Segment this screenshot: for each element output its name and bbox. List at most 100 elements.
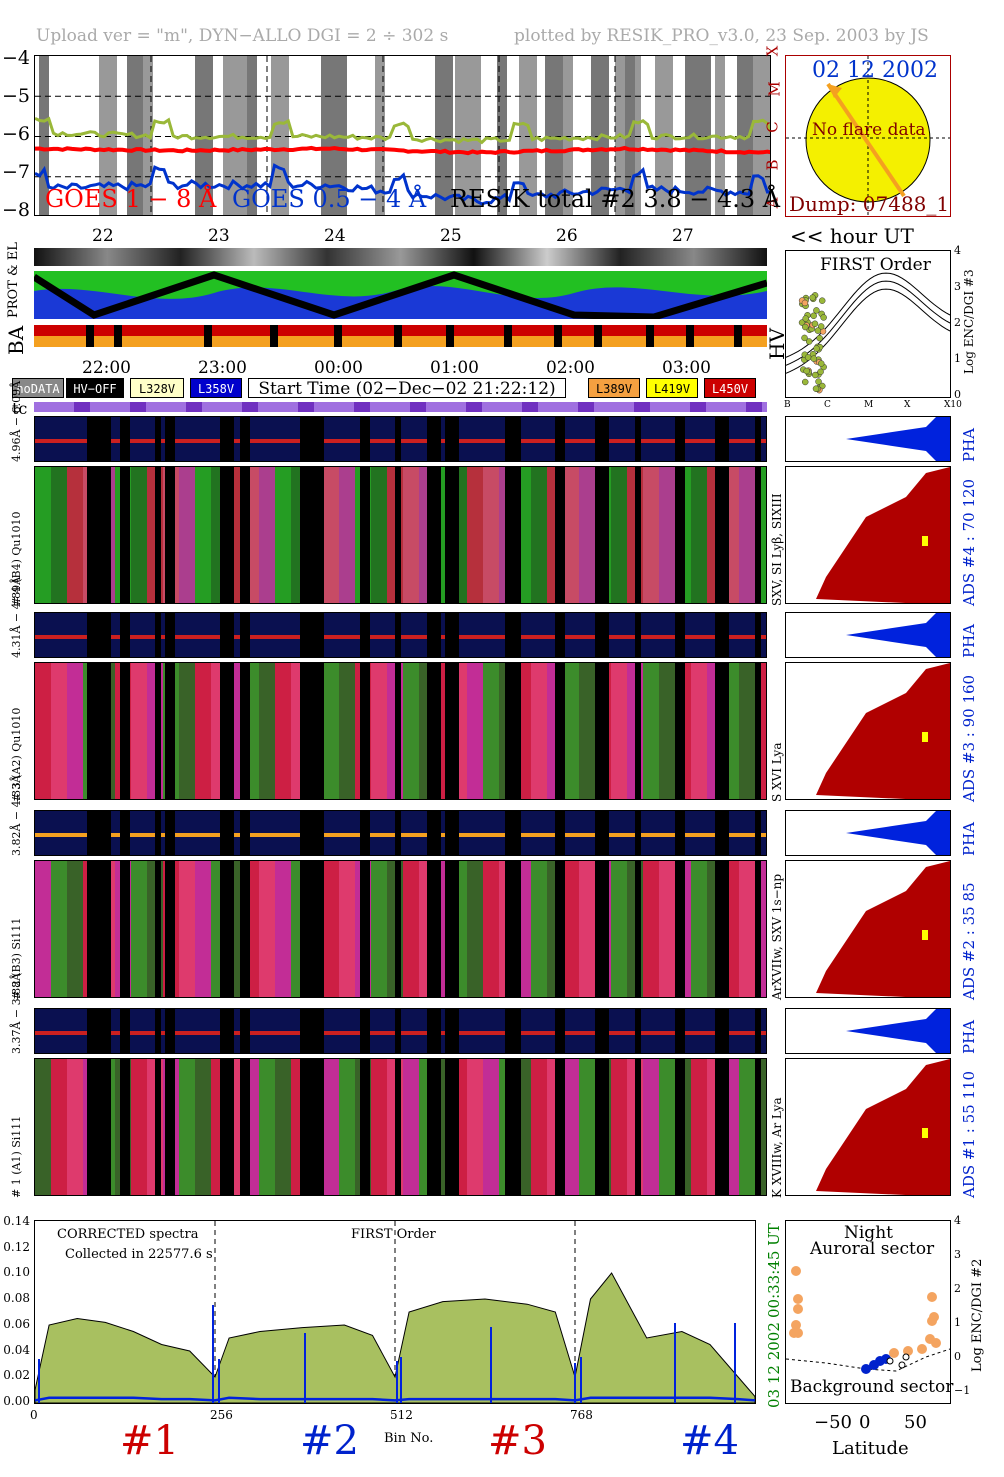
spectrogram-1 — [34, 466, 767, 604]
pha-gap — [515, 417, 521, 461]
pha-gap — [595, 613, 609, 657]
pha-gap — [395, 811, 401, 855]
order-title: FIRST Order — [820, 255, 931, 275]
spectrogram-band — [611, 861, 627, 997]
pha-gap — [165, 613, 175, 657]
spectrogram-band — [563, 861, 579, 997]
pha-gap — [755, 417, 761, 461]
spectrogram-gap — [220, 861, 234, 997]
pha-strip-2 — [34, 612, 767, 658]
pha-gap — [395, 417, 401, 461]
pha-gap — [555, 613, 565, 657]
pha-gap — [300, 417, 310, 461]
day-label: 24 — [324, 226, 346, 246]
pha-gap — [120, 417, 130, 461]
latitude-ylabel: Log ENC/DGI #2 — [970, 1258, 985, 1372]
order-point — [817, 360, 825, 367]
channel-label: #3 — [488, 1418, 547, 1464]
order-xtick: B — [784, 400, 791, 410]
latitude-point-auroral — [793, 1304, 803, 1314]
spectrogram-gap — [395, 663, 401, 799]
spectrum-title2: Collected in 22577.6 s — [65, 1247, 213, 1262]
spectrogram-gap — [310, 467, 324, 603]
pha-hist-fill — [846, 417, 950, 461]
order-ytick: 4 — [954, 244, 961, 257]
spectrogram-band — [739, 467, 755, 603]
latitude-xtick: −50 — [814, 1412, 852, 1433]
spectrogram-gap — [427, 467, 441, 603]
goes-panel — [34, 55, 771, 216]
prot-el-panel — [34, 271, 767, 319]
spectrogram-band — [275, 467, 291, 603]
spectrum-order: FIRST Order — [351, 1227, 436, 1242]
pha-gap — [427, 417, 441, 461]
sun-flare: No flare data — [812, 120, 926, 140]
order-xtick: X10 — [944, 400, 962, 410]
spectrogram-band — [403, 663, 419, 799]
latitude-point-auroral — [903, 1346, 913, 1356]
channel-label: #4 — [680, 1418, 739, 1464]
pha-label-1: PHA — [960, 427, 978, 462]
spectrogram-gap — [595, 861, 609, 997]
spectrogram-band — [339, 861, 355, 997]
ads-hist-3 — [785, 860, 951, 998]
status-gray-bar — [34, 248, 767, 266]
spectrogram-band — [531, 1059, 547, 1195]
spectrogram-gap — [715, 467, 729, 603]
spectrogram-band — [51, 861, 67, 997]
spectrogram-band — [531, 467, 547, 603]
spectrogram-band — [259, 663, 275, 799]
row-wavelength-4: 3.37Å − 3.88Å — [10, 972, 23, 1054]
spectrogram-4 — [34, 1058, 767, 1196]
legend-resik: RESIK total #2 3.8 − 4.3 Å — [450, 185, 781, 213]
gap-stripe — [497, 56, 507, 215]
spectrogram-gap — [427, 1059, 441, 1195]
spectrogram-gap — [300, 1059, 310, 1195]
order-point — [801, 299, 809, 307]
spectrogram-band — [323, 1059, 339, 1195]
latitude-point-auroral — [791, 1320, 801, 1330]
order-curve — [785, 272, 951, 358]
pha-gap — [120, 811, 130, 855]
spectrogram-gap — [240, 1059, 250, 1195]
latitude-point-background — [861, 1364, 871, 1374]
legend-l328: L328V — [130, 378, 184, 398]
spectrogram-band — [739, 1059, 755, 1195]
spectrogram-band — [691, 1059, 707, 1195]
spectrogram-gap — [120, 1059, 130, 1195]
ads-label-3: ADS #2 : 35 85 — [960, 882, 978, 1000]
pha-gap — [155, 417, 161, 461]
order-point — [804, 354, 812, 361]
pha-gap — [675, 613, 685, 657]
spectrogram-gap — [445, 663, 459, 799]
pha-gap — [675, 417, 685, 461]
spectrum-xlabel: Bin No. — [384, 1431, 434, 1446]
order-point — [812, 385, 820, 392]
spectrogram-band — [403, 861, 419, 997]
goes-ytick: −7 — [2, 161, 31, 183]
ba-gap — [270, 325, 278, 347]
pha-gap — [715, 613, 729, 657]
pha-gap — [675, 811, 685, 855]
goes-ytick: −5 — [2, 85, 31, 107]
pha-gap — [97, 1009, 111, 1053]
spectrogram-band — [371, 1059, 387, 1195]
latitude-point-auroral — [789, 1328, 799, 1338]
spectrogram-band — [403, 1059, 419, 1195]
order-ylabel: Log ENC/DGI #3 — [962, 269, 976, 374]
order-point — [812, 371, 819, 379]
spectrogram-gap — [515, 663, 521, 799]
spectrogram-gap — [755, 467, 761, 603]
spectrum-title1: CORRECTED spectra — [57, 1227, 199, 1242]
row-lines-2: S XVI Lya — [770, 742, 784, 803]
spectrogram-gap — [555, 1059, 565, 1195]
pha-gap — [220, 613, 234, 657]
ba-gap — [114, 325, 122, 347]
pha-label-4: PHA — [960, 1019, 978, 1054]
spectrogram-band — [403, 467, 419, 603]
spectrogram-gap — [165, 1059, 175, 1195]
spectrogram-band — [531, 861, 547, 997]
el-blue — [34, 286, 767, 319]
order-point — [810, 355, 818, 362]
spectrogram-band — [531, 663, 547, 799]
